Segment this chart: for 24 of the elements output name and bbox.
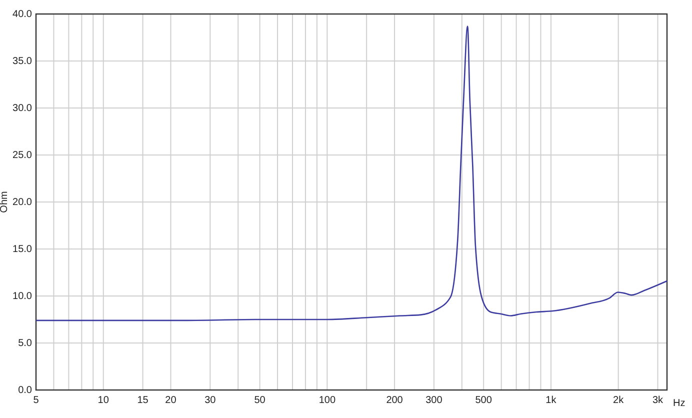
y-tick-label: 15.0: [12, 244, 32, 256]
x-tick-label: 3k: [652, 395, 664, 406]
y-axis-title: Ohm: [0, 191, 10, 213]
x-tick-label: 300: [426, 395, 443, 406]
x-tick-label: 1k: [546, 395, 558, 406]
x-tick-label: 10: [98, 395, 110, 406]
y-tick-label: 40.0: [12, 9, 32, 20]
x-tick-label: 2k: [613, 395, 625, 406]
x-tick-label: 20: [165, 395, 177, 406]
x-tick-label: 30: [204, 395, 216, 406]
x-tick-label: 15: [137, 395, 149, 406]
y-tick-label: 5.0: [18, 338, 32, 350]
y-tick-label: 25.0: [12, 150, 32, 162]
x-tick-label: 5: [33, 395, 40, 406]
x-tick-label: 50: [254, 395, 266, 406]
x-tick-label: 500: [475, 395, 492, 406]
x-tick-label: 100: [318, 395, 336, 406]
x-axis-title: Hz: [673, 398, 686, 409]
y-tick-label: 30.0: [12, 103, 32, 114]
y-tick-label: 20.0: [12, 197, 32, 208]
y-tick-label: 35.0: [12, 56, 32, 68]
y-tick-label: 10.0: [12, 291, 32, 302]
x-tick-label: 200: [386, 395, 404, 406]
y-tick-label: 0.0: [18, 385, 32, 396]
